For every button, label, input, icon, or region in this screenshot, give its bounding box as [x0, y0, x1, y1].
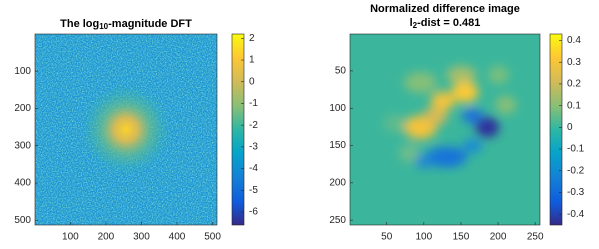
blob: [462, 138, 483, 154]
blob: [384, 114, 405, 133]
colorbar-tick-label: 1: [249, 55, 255, 66]
colorbar-tick-label: -6: [249, 207, 258, 218]
blob: [425, 146, 468, 168]
image-base: [350, 34, 540, 225]
title-subscript: 10: [99, 22, 108, 31]
axes-box: [349, 33, 541, 226]
image-layer: [35, 34, 217, 225]
colorbar-tick-label: 2: [249, 33, 255, 44]
colorbar-box: [231, 33, 245, 226]
y-tick-label: 50: [335, 66, 347, 77]
title-text: Normalized difference image: [370, 3, 520, 15]
x-tick-label: 250: [527, 232, 544, 243]
x-tick-label: 150: [453, 232, 470, 243]
title-subscript: 2: [413, 21, 418, 30]
image-blobs: [384, 66, 517, 169]
x-tick-label: 200: [490, 232, 507, 243]
y-tick-label: 250: [329, 215, 346, 226]
blob: [430, 91, 455, 111]
blob: [495, 95, 517, 114]
colorbar: [550, 34, 562, 225]
x-tick-label: 200: [98, 232, 115, 243]
y-tick-label: 400: [14, 178, 31, 189]
colorbar-tick-label: 0.4: [567, 35, 581, 46]
colorbar-tick-label: 0: [249, 76, 255, 87]
y-tick-label: 100: [14, 66, 31, 77]
image-center: [81, 84, 171, 175]
blob: [398, 144, 420, 163]
title-text: -magnitude DFT: [108, 18, 192, 30]
colorbar-tick-label: -0.1: [567, 144, 585, 155]
x-tick-label: 100: [416, 232, 433, 243]
chart-title: Normalized difference image: [370, 3, 520, 15]
blob: [475, 116, 500, 138]
blob: [423, 107, 448, 126]
colorbar-tick-label: -5: [249, 185, 258, 196]
title-text: -dist = 0.481: [417, 17, 480, 29]
colorbar-tick-label: -0.3: [567, 187, 585, 198]
colorbar-tick-label: 0: [567, 122, 573, 133]
y-tick-label: 200: [329, 177, 346, 188]
blob: [462, 108, 483, 124]
x-tick-label: 500: [204, 232, 221, 243]
colorbar-tick-label: 0.1: [567, 100, 581, 111]
y-tick-label: 300: [14, 140, 31, 151]
colorbar-tick-label: 0.2: [567, 79, 581, 90]
blob: [413, 153, 435, 169]
colorbar-tick-label: -3: [249, 142, 258, 153]
blob: [451, 81, 479, 103]
x-tick-label: 300: [133, 232, 150, 243]
colorbar-box: [549, 33, 563, 226]
colorbar-tick-label: -2: [249, 120, 258, 131]
title-text: l: [410, 17, 413, 29]
colorbar-tick-label: -4: [249, 163, 258, 174]
y-tick-label: 200: [14, 103, 31, 114]
y-tick-label: 500: [14, 215, 31, 226]
blob: [404, 72, 437, 93]
x-tick-label: 400: [169, 232, 186, 243]
colorbar-tick-label: -0.4: [567, 209, 585, 220]
colorbar: [232, 34, 244, 225]
blob: [446, 66, 477, 84]
x-tick-label: 100: [62, 232, 79, 243]
y-tick-label: 100: [329, 103, 346, 114]
x-tick-label: 50: [381, 232, 393, 243]
axes-box: [34, 33, 218, 226]
blob: [488, 66, 509, 84]
chart-title: The log10-magnitude DFT: [60, 18, 192, 31]
colorbar-tick-label: 0.3: [567, 57, 581, 68]
colorbar-tick-label: -1: [249, 98, 258, 109]
image-layer: [350, 34, 540, 225]
chart-title: l2-dist = 0.481: [410, 17, 481, 30]
y-tick-label: 150: [329, 140, 346, 151]
colorbar-tick-label: -0.2: [567, 165, 585, 176]
title-text: The log: [60, 18, 99, 30]
